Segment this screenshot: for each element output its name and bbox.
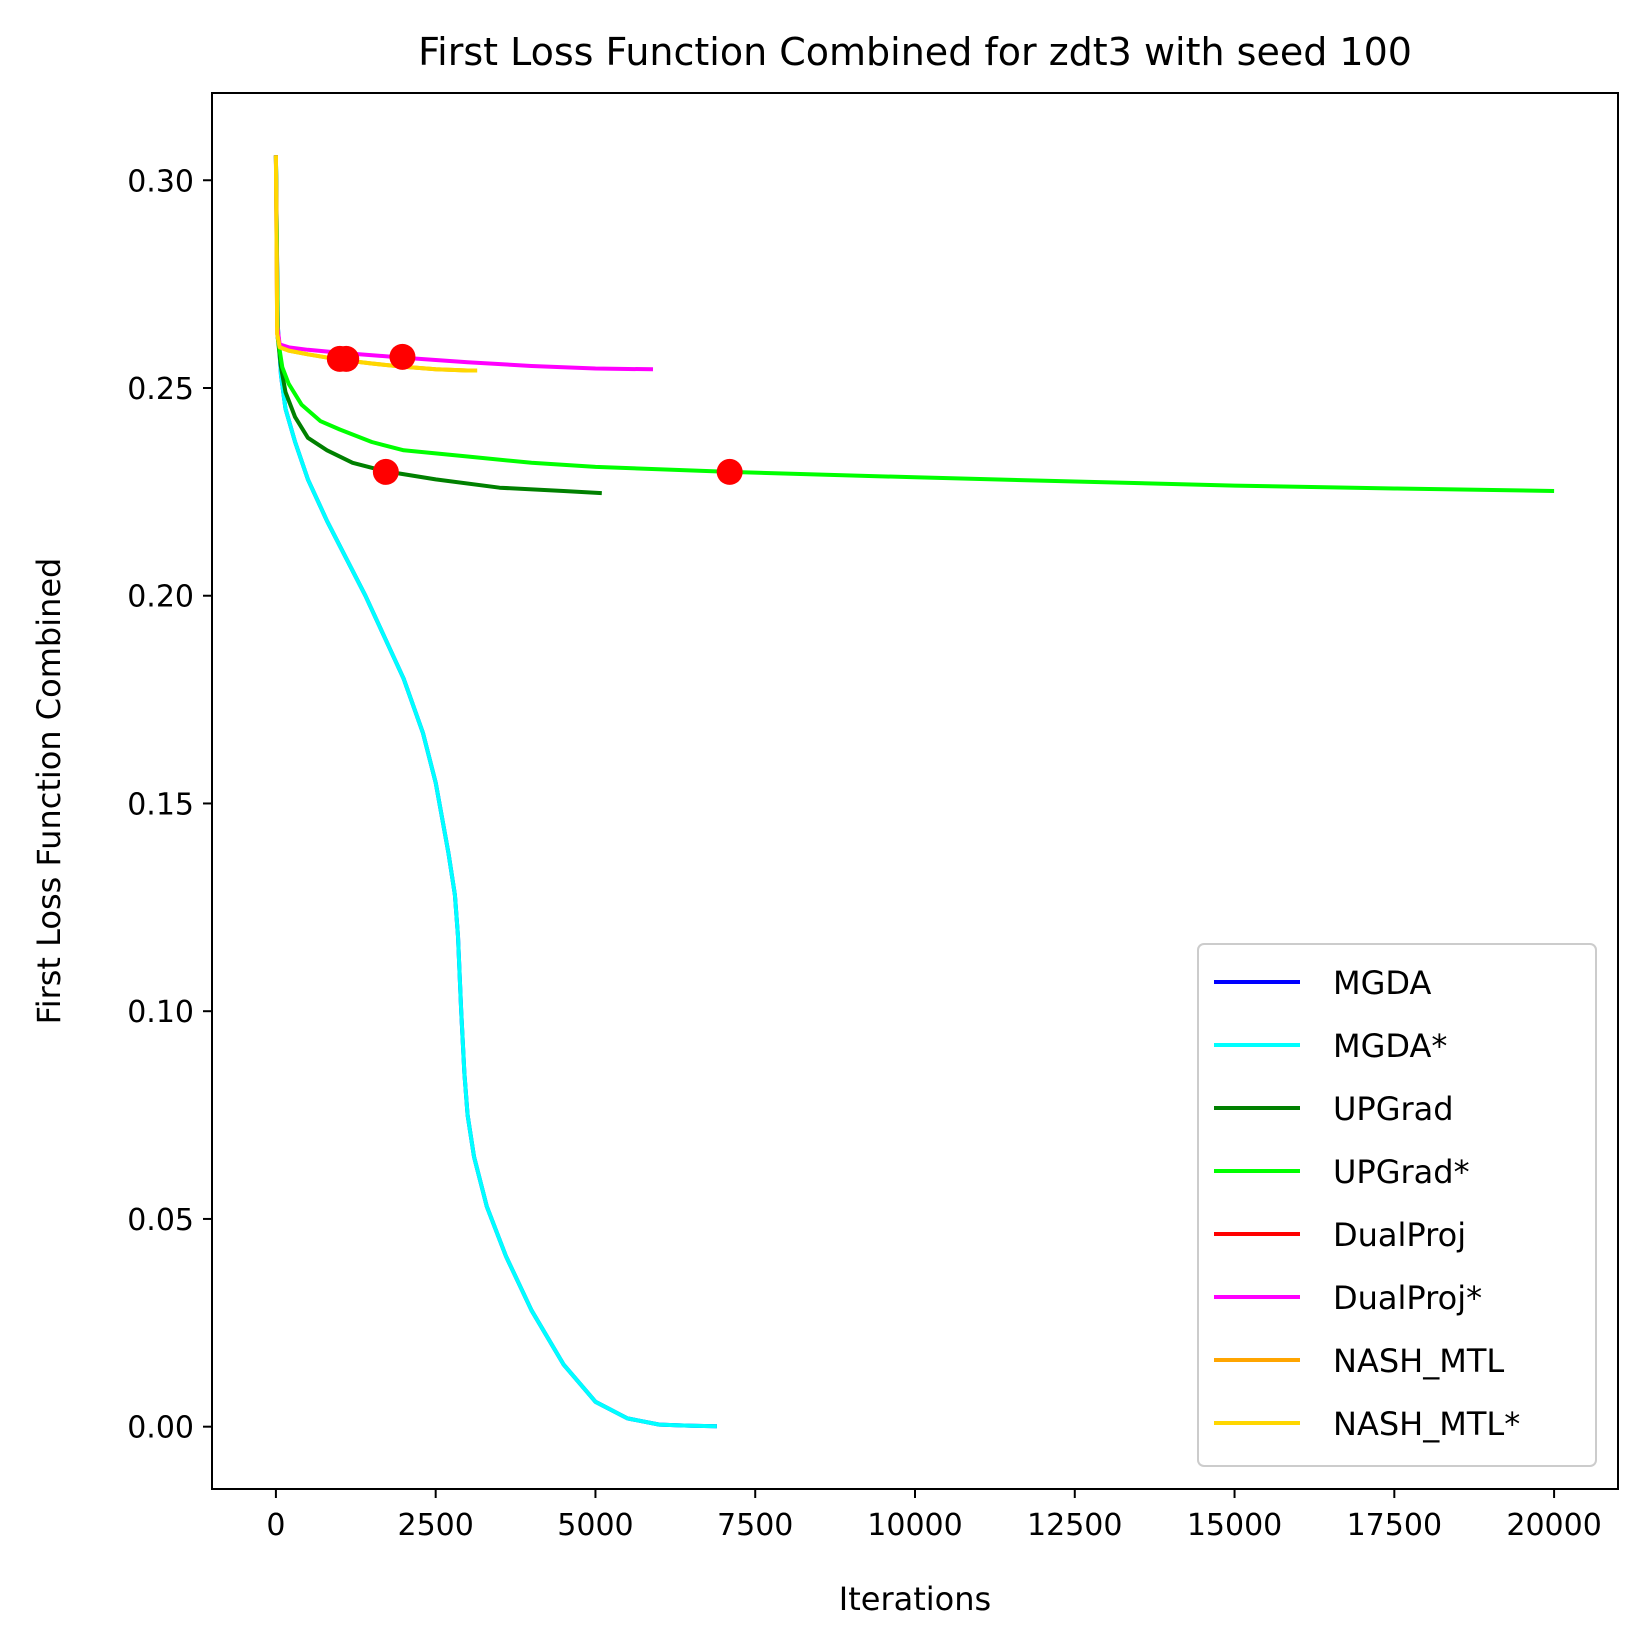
y-tick-label: 0.25 — [127, 372, 194, 407]
x-tick-label: 17500 — [1347, 1508, 1442, 1543]
series-layer — [273, 155, 1555, 1429]
y-tick-label: 0.05 — [127, 1203, 194, 1238]
legend-label: DualProj — [1333, 1216, 1466, 1254]
y-axis-ticks: 0.00 0.05 0.10 0.15 0.20 0.25 0.30 — [127, 164, 212, 1446]
chart-title: First Loss Function Combined for zdt3 wi… — [418, 30, 1412, 74]
x-tick-label: 2500 — [398, 1508, 474, 1543]
marker-point — [333, 345, 360, 372]
legend-label: NASH_MTL — [1333, 1342, 1504, 1380]
legend-label: MGDA* — [1333, 1027, 1447, 1065]
marker-point — [716, 458, 743, 485]
legend-label: NASH_MTL* — [1333, 1405, 1520, 1443]
marker-point — [372, 458, 399, 485]
y-tick-label: 0.10 — [127, 995, 194, 1030]
marker-layer — [326, 343, 743, 485]
x-axis-ticks: 0 2500 5000 7500 10000 12500 15000 17500 20000 — [266, 1489, 1602, 1543]
x-tick-label: 10000 — [867, 1508, 962, 1543]
series-line-mgda- — [273, 155, 717, 1429]
legend-label: UPGrad* — [1333, 1153, 1470, 1191]
x-tick-label: 0 — [266, 1508, 285, 1543]
y-tick-label: 0.00 — [127, 1411, 194, 1446]
x-axis-label: Iterations — [839, 1580, 991, 1618]
y-axis-label: First Loss Function Combined — [30, 558, 68, 1025]
y-tick-label: 0.20 — [127, 580, 194, 615]
x-tick-label: 20000 — [1506, 1508, 1601, 1543]
legend-label: DualProj* — [1333, 1279, 1482, 1317]
legend-label: MGDA — [1333, 964, 1431, 1002]
x-tick-label: 7500 — [717, 1508, 793, 1543]
series-line-upgrad- — [273, 155, 1555, 493]
x-tick-label: 15000 — [1187, 1508, 1282, 1543]
legend-box — [1197, 943, 1597, 1467]
x-tick-label: 12500 — [1027, 1508, 1122, 1543]
y-tick-label: 0.30 — [127, 164, 194, 199]
x-tick-label: 5000 — [557, 1508, 633, 1543]
marker-point — [389, 343, 416, 370]
y-tick-label: 0.15 — [127, 787, 194, 822]
legend-label: UPGrad — [1333, 1090, 1454, 1128]
plot-area — [273, 155, 1555, 1429]
legend: MGDA MGDA* UPGrad UPGrad* DualProj DualProj* N… — [1197, 943, 1597, 1467]
